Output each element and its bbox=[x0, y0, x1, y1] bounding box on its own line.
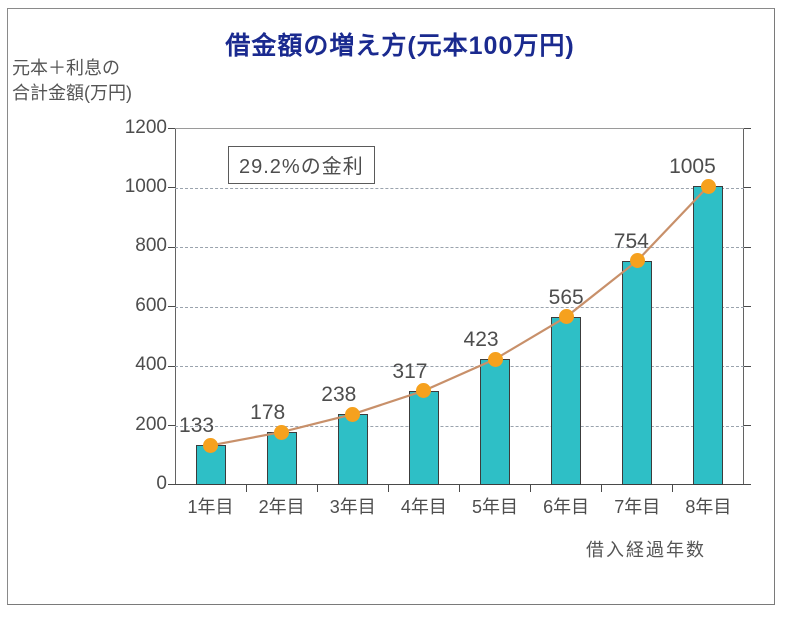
x-axis-label-4年目: 4年目 bbox=[400, 497, 447, 517]
x-axis-tick-5 bbox=[530, 485, 531, 492]
gridline-1000 bbox=[175, 187, 744, 189]
secondary-axis-tick-400 bbox=[744, 366, 751, 367]
x-axis-tick-1 bbox=[246, 485, 247, 492]
plot-top-border bbox=[175, 128, 744, 129]
data-label-5年目: 423 bbox=[463, 328, 499, 352]
y-tick-label-1000: 1000 bbox=[124, 176, 167, 197]
secondary-axis-tick-1200 bbox=[744, 128, 751, 129]
y-tick-label-1200: 1200 bbox=[124, 117, 167, 138]
secondary-axis-tick-0 bbox=[744, 484, 751, 485]
bar-7年目 bbox=[622, 260, 653, 485]
y-axis-tick-200 bbox=[168, 425, 175, 426]
bar-6年目 bbox=[551, 316, 582, 485]
bar-3年目 bbox=[337, 414, 368, 485]
x-axis-line bbox=[175, 484, 744, 485]
x-axis-label-6年目: 6年目 bbox=[543, 497, 590, 517]
y-axis-tick-800 bbox=[168, 247, 175, 248]
data-label-6年目: 565 bbox=[548, 285, 584, 309]
data-label-4年目: 317 bbox=[392, 359, 428, 383]
x-axis-tick-2 bbox=[317, 485, 318, 492]
data-point-marker-2年目 bbox=[274, 424, 290, 440]
secondary-axis-tick-200 bbox=[744, 425, 751, 426]
x-axis-tick-7 bbox=[672, 485, 673, 492]
data-label-8年目: 1005 bbox=[669, 155, 716, 178]
bar-8年目 bbox=[693, 186, 724, 485]
data-point-marker-4年目 bbox=[416, 383, 432, 399]
data-label-1年目: 133 bbox=[179, 414, 215, 438]
gridline-600 bbox=[175, 306, 744, 308]
y-axis-title-line2: 合計金額(万円) bbox=[12, 83, 132, 103]
y-tick-label-200: 200 bbox=[135, 414, 167, 435]
y-axis-tick-400 bbox=[168, 366, 175, 367]
bar-1年目 bbox=[195, 445, 226, 485]
y-tick-label-600: 600 bbox=[135, 295, 167, 316]
x-axis-label-2年目: 2年目 bbox=[258, 497, 305, 517]
y-axis-title-line1: 元本＋利息の bbox=[12, 58, 120, 78]
data-point-marker-3年目 bbox=[345, 406, 361, 422]
y-axis-title: 元本＋利息の 合計金額(万円) bbox=[12, 56, 132, 106]
y-tick-label-0: 0 bbox=[156, 473, 167, 494]
y-axis-tick-1200 bbox=[168, 128, 175, 129]
chart-title: 借金額の増え方(元本100万円) bbox=[225, 32, 575, 60]
x-axis-tick-3 bbox=[388, 485, 389, 492]
y-axis-tick-0 bbox=[168, 484, 175, 485]
data-point-marker-7年目 bbox=[629, 253, 645, 269]
gridline-400 bbox=[175, 366, 744, 367]
x-axis-label-5年目: 5年目 bbox=[472, 497, 519, 517]
secondary-axis-tick-600 bbox=[744, 306, 751, 307]
secondary-axis-tick-800 bbox=[744, 247, 751, 248]
data-point-marker-6年目 bbox=[558, 309, 574, 325]
x-axis-label-1年目: 1年目 bbox=[187, 497, 234, 517]
data-label-3年目: 238 bbox=[321, 383, 357, 407]
trend-line bbox=[210, 185, 710, 447]
secondary-axis-tick-1000 bbox=[744, 187, 751, 188]
data-point-marker-5年目 bbox=[487, 351, 503, 367]
y-axis-tick-600 bbox=[168, 306, 175, 307]
y-tick-label-400: 400 bbox=[135, 354, 167, 375]
gridline-200 bbox=[175, 425, 744, 427]
y-tick-label-800: 800 bbox=[135, 235, 167, 256]
gridline-800 bbox=[175, 247, 744, 248]
data-point-marker-1年目 bbox=[203, 437, 219, 453]
x-axis-tick-4 bbox=[459, 485, 460, 492]
x-axis-tick-6 bbox=[601, 485, 602, 492]
plot-area bbox=[168, 128, 751, 492]
x-axis-label-7年目: 7年目 bbox=[614, 497, 661, 517]
interest-rate-annotation: 29.2%の金利 bbox=[228, 146, 375, 184]
x-axis-title: 借入経過年数 bbox=[586, 540, 706, 560]
x-axis-label-8年目: 8年目 bbox=[685, 497, 732, 517]
y-axis-tick-1000 bbox=[168, 187, 175, 188]
data-label-7年目: 754 bbox=[613, 229, 649, 253]
data-point-marker-8年目 bbox=[700, 178, 716, 194]
data-label-2年目: 178 bbox=[250, 401, 286, 425]
x-axis-label-3年目: 3年目 bbox=[329, 497, 376, 517]
